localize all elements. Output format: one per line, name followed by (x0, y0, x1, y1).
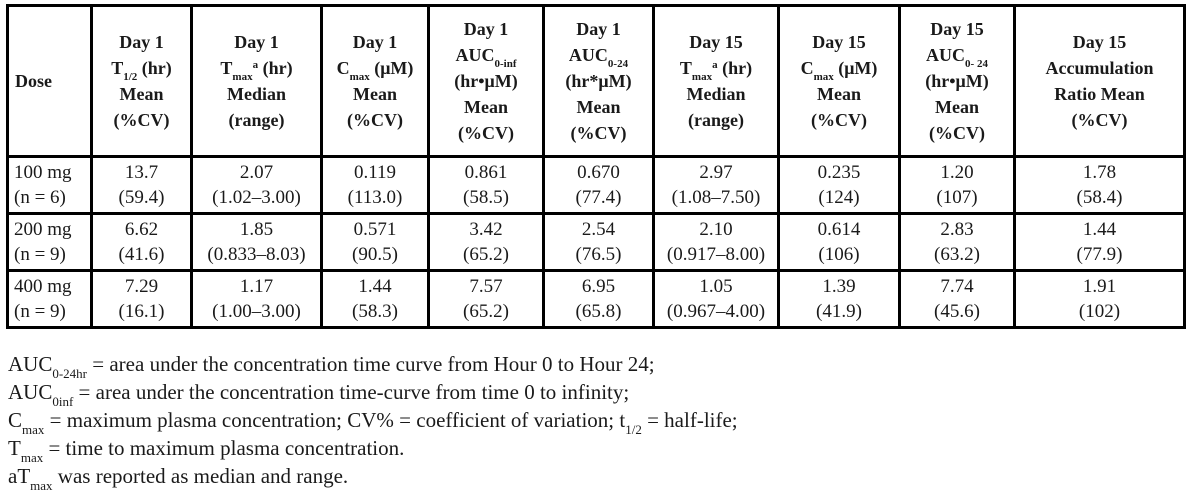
table-cell: 0.614 (106) (777, 212, 901, 272)
table-row-100mg: 100 mg (n = 6) 13.7 (59.4) 2.07 (1.02–3.00)… (6, 155, 1186, 215)
table-cell: 7.74 (45.6) (898, 269, 1016, 329)
table-cell: 2.97 (1.08–7.50) (652, 155, 780, 215)
table-cell: 1.17 (1.00–3.00) (190, 269, 323, 329)
column-header-day15-tmax: Day 15 Tmaxa (hr) Median (range) (652, 4, 780, 158)
table-cell: 0.235 (124) (777, 155, 901, 215)
dose-cell: 400 mg (n = 9) (6, 269, 93, 329)
column-header-label: Dose (15, 71, 52, 91)
table-cell: 1.91 (102) (1013, 269, 1186, 329)
header-row: Dose Day 1 T1/2 (hr) Mean (%CV) Day 1 Tm… (6, 4, 1186, 158)
table-cell: 1.78 (58.4) (1013, 155, 1186, 215)
footnote-a-tmax: aTmax was reported as median and range. (8, 464, 349, 493)
column-header-day15-auc024: Day 15 AUC0- 24 (hr•μM) Mean (%CV) (898, 4, 1016, 158)
footnote-cmax-cv: Cmax = maximum plasma concentration; CV%… (8, 408, 738, 437)
table-cell: 0.861 (58.5) (427, 155, 545, 215)
column-header-day15-cmax: Day 15 Cmax (μM) Mean (%CV) (777, 4, 901, 158)
column-header-day1-tmax: Day 1 Tmaxa (hr) Median (range) (190, 4, 323, 158)
pk-parameters-table: Dose Day 1 T1/2 (hr) Mean (%CV) Day 1 Tm… (6, 4, 1186, 329)
footnote-auc0inf: AUC0inf = area under the concentration t… (8, 380, 630, 409)
table-row-400mg: 400 mg (n = 9) 7.29 (16.1) 1.17 (1.00–3.00)… (6, 269, 1186, 329)
column-header-day1-auc024: Day 1 AUC0-24 (hr*μM) Mean (%CV) (542, 4, 655, 158)
column-header-day1-t12: Day 1 T1/2 (hr) Mean (%CV) (90, 4, 193, 158)
column-header-day1-auc0inf: Day 1 AUC0-inf (hr•μM) Mean (%CV) (427, 4, 545, 158)
column-header-day1-cmax: Day 1 Cmax (μM) Mean (%CV) (320, 4, 430, 158)
table-cell: 0.571 (90.5) (320, 212, 430, 272)
table-cell: 0.119 (113.0) (320, 155, 430, 215)
table-cell: 7.29 (16.1) (90, 269, 193, 329)
table-row-200mg: 200 mg (n = 9) 6.62 (41.6) 1.85 (0.833–8.03… (6, 212, 1186, 272)
column-header-day15-accumulation-ratio: Day 15 Accumulation Ratio Mean (%CV) (1013, 4, 1186, 158)
footnotes-block: AUC0-24hr = area under the concentration… (8, 350, 1187, 493)
footnote-auc024hr: AUC0-24hr = area under the concentration… (8, 352, 655, 381)
table-cell: 2.10 (0.917–8.00) (652, 212, 780, 272)
table-cell: 0.670 (77.4) (542, 155, 655, 215)
dose-cell: 100 mg (n = 6) (6, 155, 93, 215)
table-cell: 1.85 (0.833–8.03) (190, 212, 323, 272)
table-cell: 1.39 (41.9) (777, 269, 901, 329)
table-cell: 1.44 (58.3) (320, 269, 430, 329)
table-cell: 3.42 (65.2) (427, 212, 545, 272)
dose-cell: 200 mg (n = 9) (6, 212, 93, 272)
table-cell: 1.05 (0.967–4.00) (652, 269, 780, 329)
column-header-dose: Dose (6, 4, 93, 158)
table-cell: 7.57 (65.2) (427, 269, 545, 329)
table-cell: 6.62 (41.6) (90, 212, 193, 272)
footnote-tmax: Tmax = time to maximum plasma concentrat… (8, 436, 405, 465)
table-cell: 1.20 (107) (898, 155, 1016, 215)
table-cell: 2.07 (1.02–3.00) (190, 155, 323, 215)
table-cell: 2.54 (76.5) (542, 212, 655, 272)
table-cell: 6.95 (65.8) (542, 269, 655, 329)
table-cell: 1.44 (77.9) (1013, 212, 1186, 272)
table-cell: 2.83 (63.2) (898, 212, 1016, 272)
table-cell: 13.7 (59.4) (90, 155, 193, 215)
